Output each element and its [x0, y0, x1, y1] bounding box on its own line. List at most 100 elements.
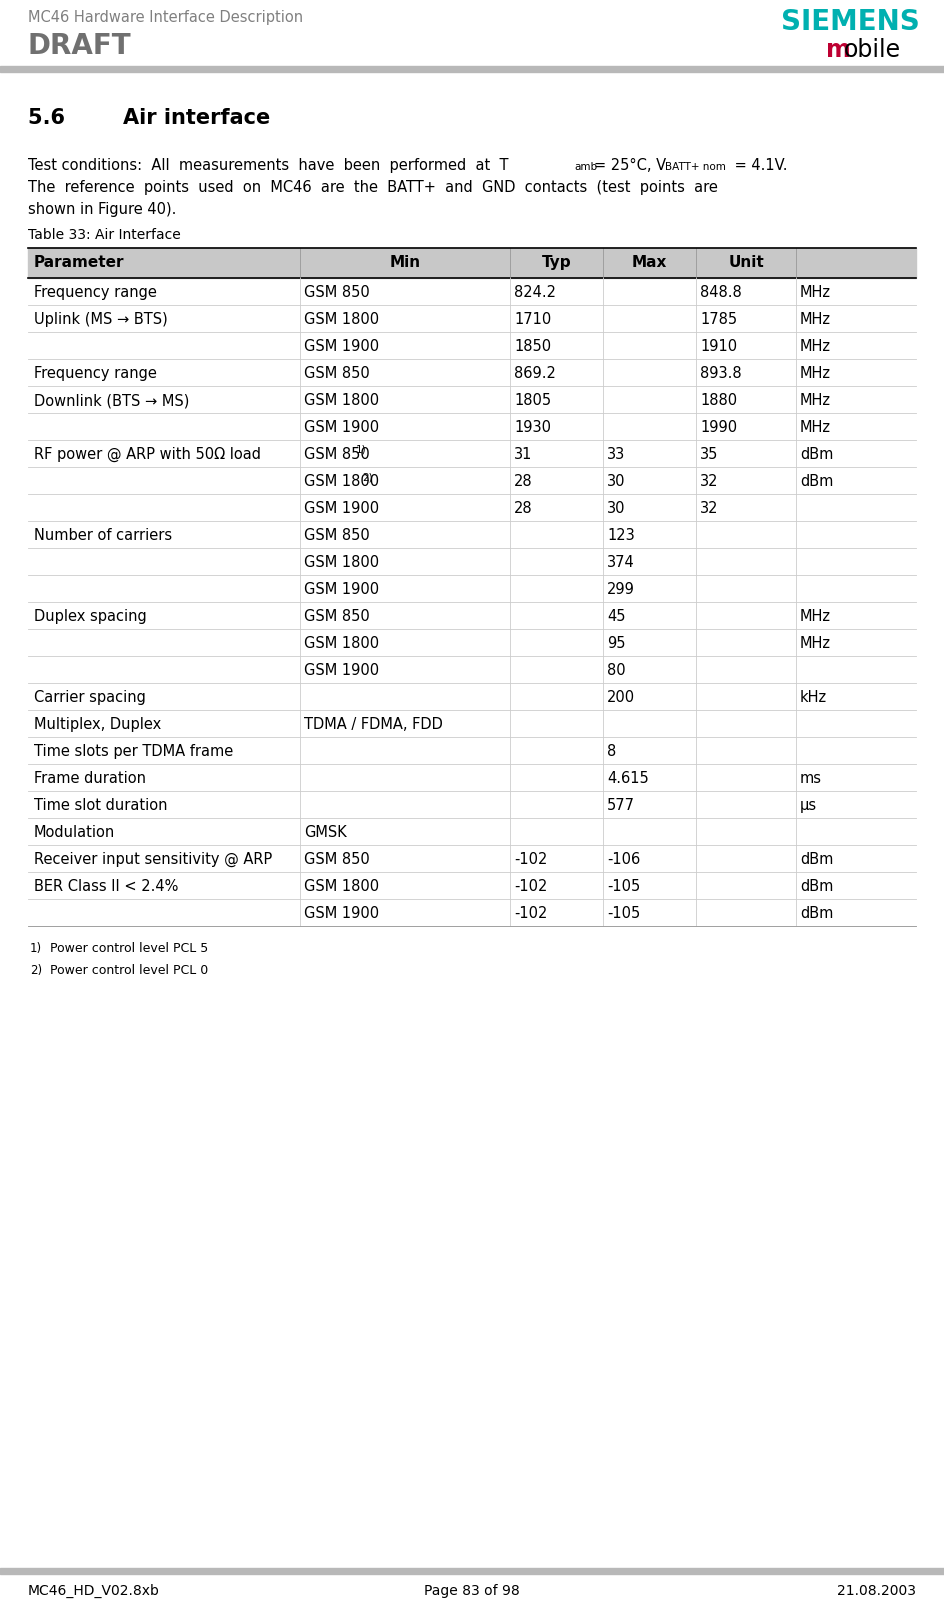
Text: dBm: dBm: [800, 473, 834, 490]
Text: SIEMENS: SIEMENS: [782, 8, 920, 36]
Text: Modulation: Modulation: [34, 826, 115, 840]
Text: Frequency range: Frequency range: [34, 365, 157, 381]
Text: MHz: MHz: [800, 393, 831, 407]
Text: MHz: MHz: [800, 420, 831, 435]
Text: 35: 35: [700, 448, 718, 462]
Text: shown in Figure 40).: shown in Figure 40).: [28, 202, 177, 217]
Text: Downlink (BTS → MS): Downlink (BTS → MS): [34, 393, 190, 407]
Bar: [28, 764, 916, 790]
Text: GSM 1900: GSM 1900: [304, 907, 379, 921]
Text: Frequency range: Frequency range: [34, 284, 157, 301]
Text: GSM 850: GSM 850: [304, 448, 370, 462]
Text: 1): 1): [30, 942, 42, 955]
Text: Power control level PCL 0: Power control level PCL 0: [42, 965, 209, 978]
Bar: [28, 440, 916, 467]
Text: 32: 32: [700, 473, 718, 490]
Text: GSM 1800: GSM 1800: [304, 393, 379, 407]
Text: 1785: 1785: [700, 312, 737, 326]
Text: Unit: Unit: [728, 255, 764, 270]
Text: -102: -102: [514, 852, 548, 868]
Text: Duplex spacing: Duplex spacing: [34, 609, 146, 624]
Text: 848.8: 848.8: [700, 284, 742, 301]
Text: MHz: MHz: [800, 365, 831, 381]
Text: 1990: 1990: [700, 420, 737, 435]
Text: Number of carriers: Number of carriers: [34, 528, 172, 543]
Text: ms: ms: [800, 771, 822, 785]
Text: 1880: 1880: [700, 393, 737, 407]
Text: 893.8: 893.8: [700, 365, 742, 381]
Text: GSM 850: GSM 850: [304, 365, 370, 381]
Text: 374: 374: [607, 554, 634, 570]
Bar: [28, 494, 916, 520]
Bar: [28, 790, 916, 818]
Text: 32: 32: [700, 501, 718, 516]
Text: 80: 80: [607, 663, 626, 679]
Text: 28: 28: [514, 501, 532, 516]
Text: Frame duration: Frame duration: [34, 771, 146, 785]
Text: -102: -102: [514, 879, 548, 894]
Bar: [28, 247, 916, 278]
Text: 869.2: 869.2: [514, 365, 556, 381]
Text: TDMA / FDMA, FDD: TDMA / FDMA, FDD: [304, 718, 443, 732]
Bar: [28, 873, 916, 898]
Text: BER Class II < 2.4%: BER Class II < 2.4%: [34, 879, 178, 894]
Text: RF power @ ARP with 50Ω load: RF power @ ARP with 50Ω load: [34, 448, 261, 462]
Text: Carrier spacing: Carrier spacing: [34, 690, 146, 705]
Text: The  reference  points  used  on  MC46  are  the  BATT+  and  GND  contacts  (te: The reference points used on MC46 are th…: [28, 179, 717, 196]
Text: Min: Min: [390, 255, 421, 270]
Text: 30: 30: [607, 501, 626, 516]
Text: 95: 95: [607, 637, 626, 651]
Text: MHz: MHz: [800, 284, 831, 301]
Text: 5.6        Air interface: 5.6 Air interface: [28, 108, 270, 128]
Text: GSM 850: GSM 850: [304, 528, 370, 543]
Text: MHz: MHz: [800, 637, 831, 651]
Bar: [28, 575, 916, 603]
Text: Uplink (MS → BTS): Uplink (MS → BTS): [34, 312, 168, 326]
Bar: [28, 737, 916, 764]
Text: m: m: [826, 39, 851, 61]
Text: MC46_HD_V02.8xb: MC46_HD_V02.8xb: [28, 1584, 160, 1598]
Text: 1710: 1710: [514, 312, 551, 326]
Text: 21.08.2003: 21.08.2003: [837, 1584, 916, 1598]
Bar: [28, 386, 916, 414]
Text: dBm: dBm: [800, 852, 834, 868]
Text: Max: Max: [632, 255, 667, 270]
Bar: [28, 629, 916, 656]
Bar: [28, 818, 916, 845]
Bar: [28, 278, 916, 305]
Text: Receiver input sensitivity @ ARP: Receiver input sensitivity @ ARP: [34, 852, 272, 868]
Text: GSM 1800: GSM 1800: [304, 312, 379, 326]
Text: 2): 2): [362, 472, 373, 482]
Text: 2): 2): [30, 965, 42, 978]
Text: Test conditions:  All  measurements  have  been  performed  at  T: Test conditions: All measurements have b…: [28, 158, 509, 173]
Text: 1930: 1930: [514, 420, 551, 435]
Text: = 25°C, V: = 25°C, V: [594, 158, 666, 173]
Text: GSM 1800: GSM 1800: [304, 637, 379, 651]
Text: 1850: 1850: [514, 339, 551, 354]
Text: Time slots per TDMA frame: Time slots per TDMA frame: [34, 743, 233, 760]
Text: 577: 577: [607, 798, 635, 813]
Text: Parameter: Parameter: [34, 255, 125, 270]
Text: 28: 28: [514, 473, 532, 490]
Bar: [28, 684, 916, 709]
Text: GSM 850: GSM 850: [304, 609, 370, 624]
Text: 4.615: 4.615: [607, 771, 649, 785]
Text: GSM 1800: GSM 1800: [304, 554, 379, 570]
Bar: [28, 656, 916, 684]
Text: DRAFT: DRAFT: [28, 32, 131, 60]
Bar: [28, 845, 916, 873]
Text: GSM 1900: GSM 1900: [304, 663, 379, 679]
Bar: [28, 331, 916, 359]
Text: 1910: 1910: [700, 339, 737, 354]
Text: Table 33: Air Interface: Table 33: Air Interface: [28, 228, 180, 242]
Text: amb: amb: [574, 162, 598, 171]
Text: GSM 1900: GSM 1900: [304, 339, 379, 354]
Text: -106: -106: [607, 852, 640, 868]
Text: dBm: dBm: [800, 907, 834, 921]
Text: kHz: kHz: [800, 690, 827, 705]
Text: = 4.1V.: = 4.1V.: [730, 158, 787, 173]
Text: Power control level PCL 5: Power control level PCL 5: [42, 942, 209, 955]
Text: GMSK: GMSK: [304, 826, 346, 840]
Bar: [28, 467, 916, 494]
Text: GSM 1800: GSM 1800: [304, 879, 379, 894]
